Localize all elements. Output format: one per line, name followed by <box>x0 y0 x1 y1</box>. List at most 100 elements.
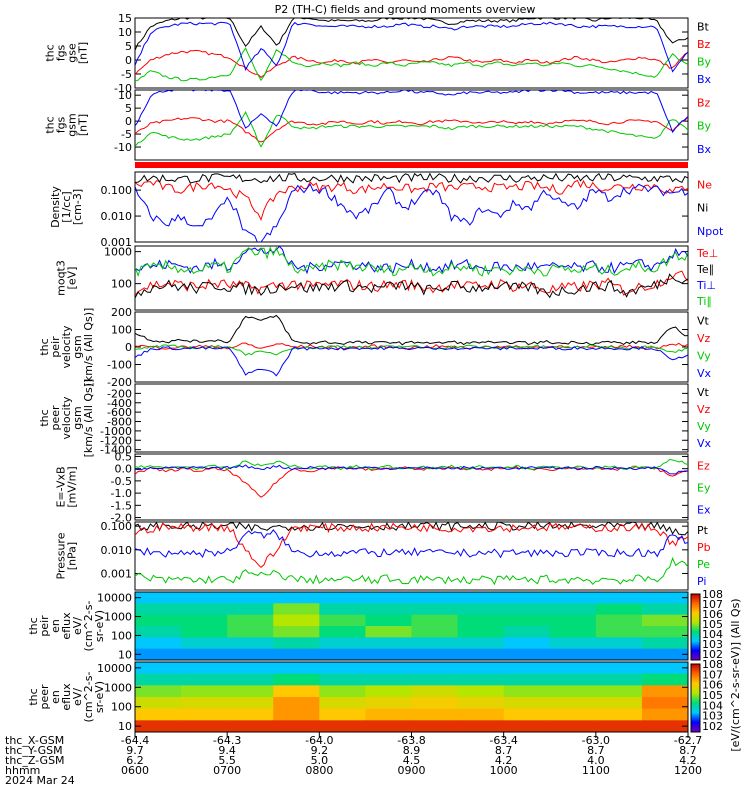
colorbar-tick-label: 106 <box>702 679 723 692</box>
y-tick-label: 200 <box>111 306 132 319</box>
spectrogram-cell <box>319 685 366 698</box>
ephemeris-value: -63.4 <box>489 734 517 747</box>
y-axis-label: [cm-3] <box>71 189 84 225</box>
spectrogram-cell <box>319 626 366 638</box>
spectrogram-cell <box>227 648 274 661</box>
y-axis-label: thc <box>27 617 40 634</box>
colorbar-gradient <box>690 663 701 733</box>
legend-entry: Te∥ <box>696 263 714 276</box>
spectrogram-cell <box>503 614 551 627</box>
legend-entry: By <box>697 55 712 68</box>
spectrogram-cell <box>227 637 274 650</box>
spectrogram-cell <box>641 614 689 627</box>
spectrogram-cell <box>319 697 366 710</box>
y-tick-label: 10000 <box>97 662 132 675</box>
ephemeris-row-label: thc_X-GSM <box>5 734 64 747</box>
ephemeris-row-label: 2024 Mar 24 <box>5 774 75 787</box>
y-tick-label: 0.100 <box>101 520 133 533</box>
spectrogram-cell <box>181 720 228 733</box>
y-axis-label: E=-VxB <box>55 466 68 507</box>
spectrogram-cell <box>135 648 182 661</box>
series-line-Pb <box>135 522 688 568</box>
spectrogram-cell <box>135 603 182 616</box>
ephemeris-value: 8.9 <box>403 744 421 757</box>
spectrogram-cell <box>641 720 689 733</box>
legend-entry: Bx <box>697 73 712 86</box>
spectrogram-cell <box>319 720 366 733</box>
spectrogram-cell <box>227 685 274 698</box>
spectrogram-cell <box>549 720 597 733</box>
y-tick-label: -5 <box>121 128 132 141</box>
spectrogram-cell <box>227 720 274 733</box>
spectrogram-cell <box>273 637 320 650</box>
spectrogram-cell <box>365 637 412 650</box>
spectrogram-cell <box>411 697 459 710</box>
y-tick-label: 10000 <box>97 592 132 605</box>
spectrogram-cell <box>641 626 689 638</box>
colorbar-tick-label: 103 <box>702 710 723 723</box>
y-tick-label: -10 <box>114 141 132 154</box>
y-tick-label: -0.5 <box>111 475 132 488</box>
series-group <box>135 314 688 377</box>
y-axis-label: gsm <box>66 113 79 136</box>
spectrogram-cell <box>595 697 643 710</box>
ephemeris-value: -63.8 <box>397 734 425 747</box>
y-axis-label: fgs <box>55 116 68 133</box>
spectrogram-cell <box>273 614 320 627</box>
spectrogram-cell <box>135 637 182 650</box>
series-line-Ti∥ <box>135 246 688 278</box>
spectrogram-cell <box>549 662 597 675</box>
spectrogram-cell <box>503 637 551 650</box>
series-line-Ti⊥ <box>135 246 688 275</box>
y-axis-label: peir <box>49 336 62 358</box>
panel-frame <box>134 17 689 89</box>
y-axis-label: gse <box>66 43 79 63</box>
y-tick-label: 10 <box>118 720 132 733</box>
spectrogram-cell <box>641 592 689 604</box>
ephemeris-value: -64.0 <box>305 734 333 747</box>
spectrogram-cell <box>549 648 597 661</box>
y-axis-label: thc <box>44 116 57 133</box>
y-tick-label: -1.0 <box>111 487 132 500</box>
ephemeris-value: 0800 <box>305 764 333 777</box>
y-axis-label: [nPa] <box>66 542 79 570</box>
legend-entry: Bt <box>697 20 710 33</box>
series-line-Vx <box>135 345 688 377</box>
y-tick-label: 0.010 <box>101 210 133 223</box>
y-axis-label: Pressure <box>55 532 68 579</box>
spectrogram-cell <box>641 603 689 616</box>
panel-frame <box>134 521 689 591</box>
spectrogram-cell <box>227 662 274 675</box>
y-axis-label: sr-eV) <box>93 681 106 713</box>
panel-11: 10000 1000 100 10 thcpeerenefluxeV/(cm^2-s-s… <box>27 661 689 733</box>
spectrogram-cell <box>135 708 182 721</box>
y-tick-label: -1000 <box>100 425 132 438</box>
spectrogram-cell <box>503 708 551 721</box>
legend-entry: Pe <box>697 558 710 571</box>
colorbar-tick-label: 104 <box>702 699 723 712</box>
y-tick-label: 0.010 <box>101 544 133 557</box>
y-tick-label: 100 <box>111 278 132 291</box>
spectrogram-cell <box>365 626 412 638</box>
legend-entry: Vt <box>697 386 710 399</box>
spectrogram-cell <box>181 662 228 675</box>
panel-7: -200-400-600-800-1000-1200-1400thcpeerve… <box>38 379 712 458</box>
spectrogram-cell <box>595 720 643 733</box>
ephemeris-value: 8.7 <box>495 744 513 757</box>
spectrogram-cell <box>227 626 274 638</box>
ephemeris-value: 4.5 <box>403 754 421 767</box>
y-tick-label: -2.0 <box>111 512 132 525</box>
panel-frame <box>134 89 689 161</box>
spectrogram-cell <box>595 637 643 650</box>
ephemeris-value: -62.7 <box>674 734 702 747</box>
spectrogram-cell <box>641 697 689 710</box>
spectrogram-cell <box>135 614 182 627</box>
y-tick-label: 15 <box>118 12 132 25</box>
spectrogram-cell <box>641 648 689 661</box>
panel-8: 0.50.0-0.5-1.0-1.5-2.0 E=-VxB[mV/m] Ez Ey Ex <box>55 450 711 524</box>
legend-entry: Ti⊥ <box>696 279 716 292</box>
series-line-Npot <box>135 183 688 242</box>
y-tick-label: 10 <box>118 89 132 102</box>
spectrogram-cell <box>503 685 551 698</box>
y-axis-label: eflux <box>60 612 73 640</box>
